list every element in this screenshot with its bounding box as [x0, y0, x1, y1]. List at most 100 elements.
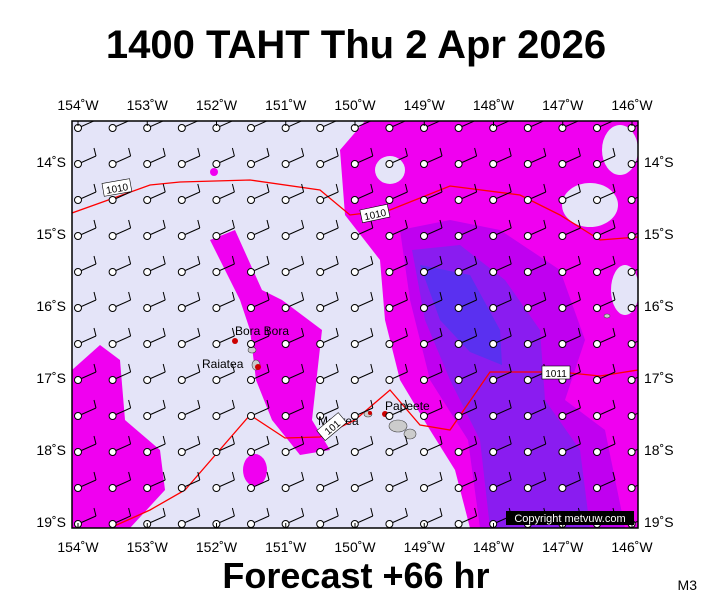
wind-barb: [612, 327, 616, 337]
wind-station: [143, 160, 152, 168]
wind-station: [454, 412, 463, 420]
wind-barb: [93, 507, 97, 517]
wind-barb: [508, 399, 512, 409]
wind-barb: [439, 471, 443, 481]
wind-station: [108, 268, 117, 276]
wind-barb: [335, 435, 339, 445]
wind-station: [489, 232, 498, 240]
wind-station: [316, 448, 325, 456]
isobar-label-box: [541, 365, 571, 380]
wind-station: [454, 520, 463, 528]
wind-station: [143, 484, 152, 492]
wind-station: [143, 448, 152, 456]
wind-station: [281, 340, 290, 348]
wind-barb: [335, 471, 339, 481]
wind-barb: [370, 471, 374, 481]
lat-label: 16˚S: [644, 298, 674, 314]
wind-barb: [371, 112, 373, 120]
lon-label: 151˚W: [265, 97, 307, 113]
wind-station: [489, 340, 498, 348]
wind-barb: [128, 399, 132, 409]
wind-barb: [335, 507, 339, 517]
wind-barb: [128, 327, 132, 337]
wind-barb: [508, 435, 512, 445]
wind-station: [247, 484, 255, 492]
lon-label: 153˚W: [127, 539, 169, 555]
wind-station: [385, 124, 394, 132]
wind-station: [143, 376, 152, 384]
wind-barb: [301, 471, 305, 481]
title: 1400 TAHT Thu 2 Apr 2026: [106, 23, 606, 67]
wind-station: [212, 232, 221, 240]
wind-barb: [612, 399, 616, 409]
lon-label: 148˚W: [473, 97, 515, 113]
wind-barb: [128, 219, 132, 229]
isobar-label: 1011: [541, 365, 571, 380]
wind-station: [385, 484, 394, 492]
wind-station: [74, 412, 82, 420]
wind-station: [627, 196, 636, 204]
wind-barb: [578, 112, 580, 120]
wind-station: [74, 304, 82, 312]
wind-station: [177, 196, 186, 204]
wind-barb: [577, 363, 581, 373]
wind-station: [247, 196, 255, 204]
wind-station: [420, 484, 428, 492]
wind-station: [108, 304, 117, 312]
wind-station: [212, 412, 221, 420]
wind-station: [420, 376, 428, 384]
isobar-label: 1010: [101, 178, 133, 197]
wind-station: [74, 484, 82, 492]
wind-barb: [302, 112, 304, 120]
wind-barb: [93, 219, 97, 229]
wind-barb: [301, 183, 305, 193]
wind-station: [454, 376, 463, 384]
lon-label: 154˚W: [57, 539, 99, 555]
wind-barb: [231, 147, 235, 157]
wind-station: [74, 340, 82, 348]
wind-station: [247, 268, 255, 276]
wind-barb: [612, 435, 616, 445]
wind-barb: [335, 219, 339, 229]
wind-barb: [404, 147, 408, 157]
wind-station: [281, 484, 290, 492]
wind-barb: [544, 112, 546, 120]
wind-station: [454, 160, 463, 168]
wind-station: [281, 448, 290, 456]
wind-barb: [232, 112, 234, 120]
lat-label: 17˚S: [36, 370, 66, 386]
wind-barb: [335, 327, 339, 337]
wind-barb: [613, 112, 615, 120]
wind-barb: [543, 183, 547, 193]
wind-barb: [370, 183, 374, 193]
wind-station: [558, 196, 567, 204]
wind-barb: [301, 147, 305, 157]
wind-station: [350, 340, 359, 348]
wind-station: [489, 160, 498, 168]
wind-barb: [508, 327, 512, 337]
wind-barb: [577, 183, 581, 193]
wind-station: [350, 232, 359, 240]
wind-barb: [197, 291, 201, 301]
wind-station: [523, 232, 532, 240]
wind-station: [281, 376, 290, 384]
wind-barb: [335, 183, 339, 193]
wind-station: [108, 448, 117, 456]
wind-station: [454, 304, 463, 312]
wind-barb: [266, 399, 270, 409]
wind-station: [212, 340, 221, 348]
wind-barb: [543, 435, 547, 445]
lat-label: 14˚S: [36, 154, 66, 170]
wind-barb: [474, 219, 478, 229]
wind-barb: [439, 291, 443, 301]
wind-barb: [612, 219, 616, 229]
wind-station: [350, 376, 359, 384]
wind-barb: [474, 471, 478, 481]
wind-station: [420, 448, 428, 456]
wind-barb: [475, 112, 477, 120]
wind-station: [281, 160, 290, 168]
wind-barb: [93, 363, 97, 373]
wind-station: [385, 196, 394, 204]
wind-station: [316, 268, 325, 276]
wind-station: [143, 268, 152, 276]
